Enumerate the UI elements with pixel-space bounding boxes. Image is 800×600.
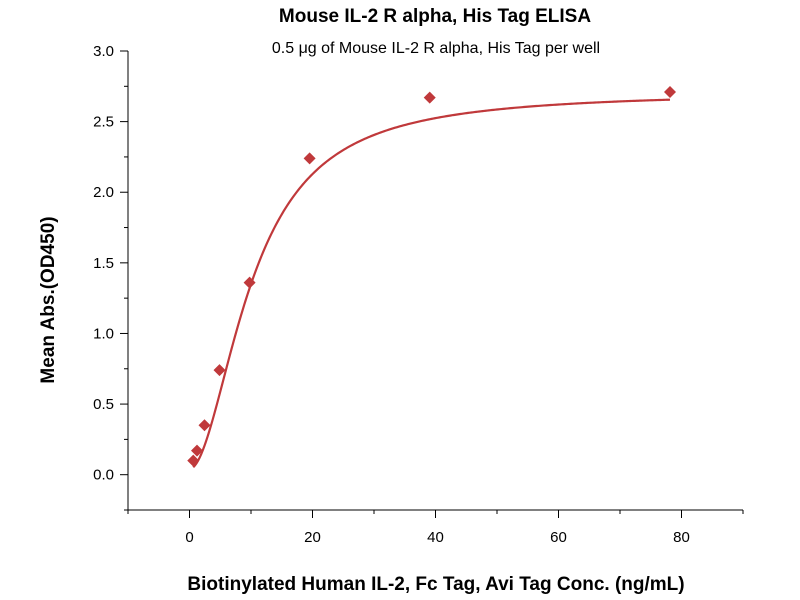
x-tick-label: 40 (427, 529, 444, 546)
x-tick-label: 60 (550, 529, 567, 546)
y-tick-label: 0.0 (93, 467, 114, 484)
y-tick-label: 0.5 (93, 396, 114, 413)
y-tick-label: 2.0 (93, 184, 114, 201)
data-point (663, 85, 676, 98)
x-tick-label: 80 (673, 529, 690, 546)
y-tick-label: 2.5 (93, 114, 114, 131)
y-axis-label: Mean Abs.(OD450) (38, 216, 59, 383)
data-point (423, 91, 436, 104)
data-point (187, 454, 200, 467)
y-tick-label: 1.0 (93, 325, 114, 342)
x-axis-label: Biotinylated Human IL-2, Fc Tag, Avi Tag… (187, 574, 684, 595)
data-point (198, 419, 211, 432)
chart-subtitle: 0.5 μg of Mouse IL-2 R alpha, His Tag pe… (272, 40, 600, 57)
y-tick-label: 1.5 (93, 255, 114, 272)
data-point (243, 276, 256, 289)
data-points (187, 85, 676, 467)
y-axis-ticks: 0.0 0.5 1.0 1.5 2.0 2.5 3.0 (93, 43, 128, 511)
chart-title: Mouse IL-2 R alpha, His Tag ELISA (279, 6, 591, 27)
data-point (213, 364, 226, 377)
data-point (303, 152, 316, 165)
y-tick-label: 3.0 (93, 43, 114, 60)
x-tick-label: 0 (185, 529, 193, 546)
x-tick-label: 20 (304, 529, 321, 546)
x-axis-ticks: 0 20 40 60 80 (127, 510, 744, 546)
data-point (191, 444, 204, 457)
fit-curve (192, 98, 671, 469)
